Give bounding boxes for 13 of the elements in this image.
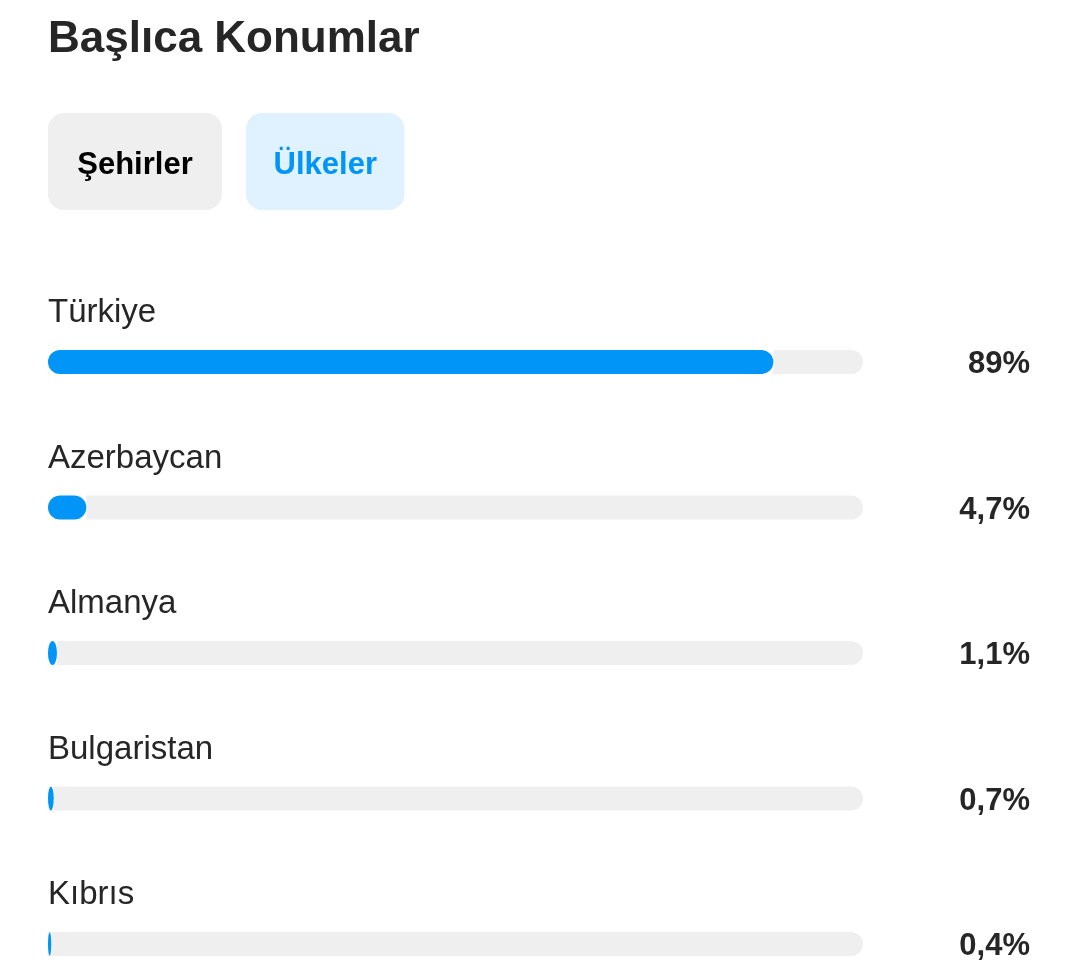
data-label: 1,1% [959,636,1030,671]
y-tick-label: Almanya [48,583,178,620]
tab-button: Şehirler [48,113,222,210]
y-tick-label: Azerbaycan [48,437,223,475]
y-tick-label: Türkiye [48,292,157,329]
y-tick-label: Bulgaristan [48,728,214,766]
data-label: 0,4% [959,927,1030,962]
chart-title: Başlıca Konumlar [48,12,420,61]
data-label: 89% [967,345,1030,380]
data-label: 4,7% [959,490,1030,526]
tab-button: Ülkeler [246,113,405,210]
data-label: 0,7% [959,781,1030,817]
y-tick-label: Kıbrıs [48,874,135,911]
